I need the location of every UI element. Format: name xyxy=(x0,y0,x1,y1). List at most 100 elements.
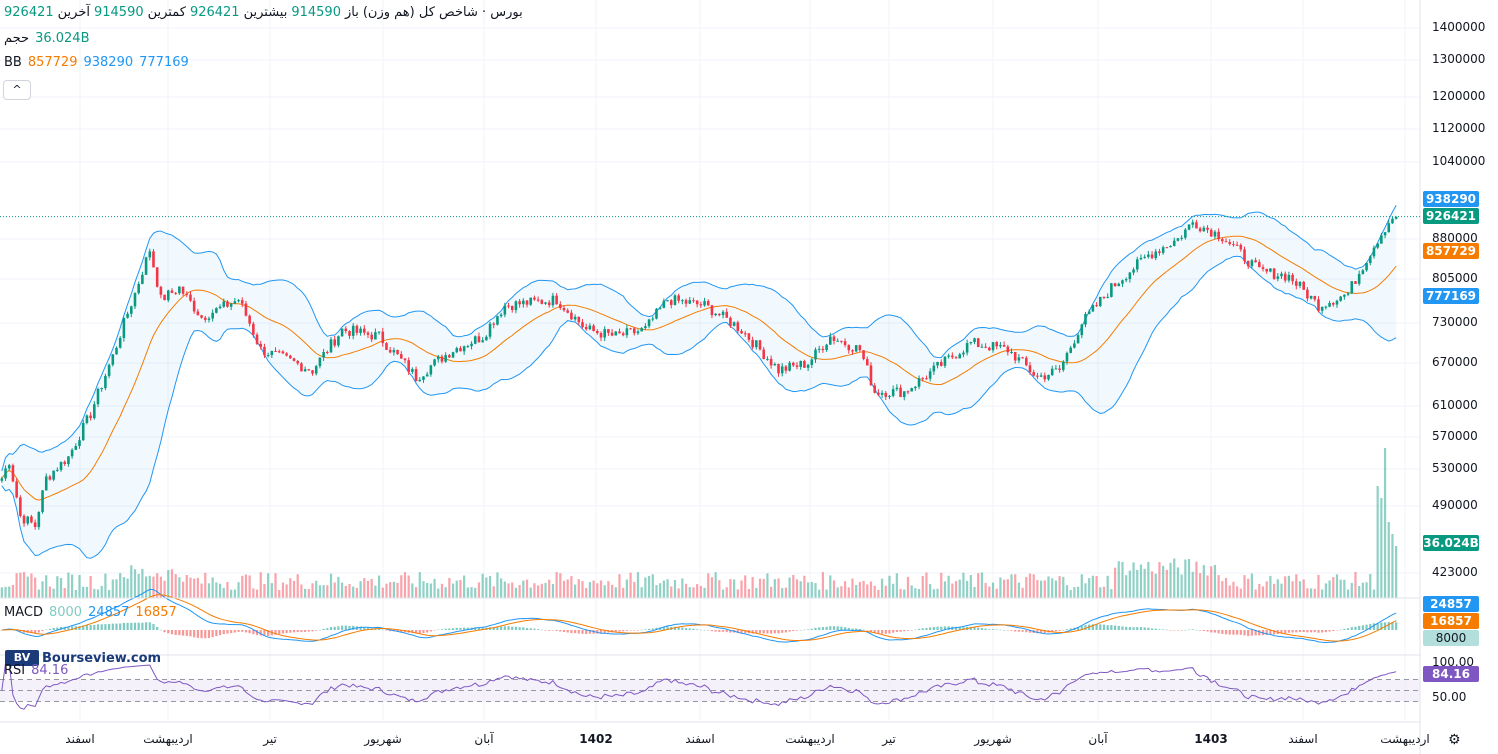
volume-bar xyxy=(1017,582,1021,598)
macd-hist-bar xyxy=(718,630,721,632)
candle-body xyxy=(984,346,987,348)
candle-body xyxy=(1339,296,1342,301)
macd-hist-bar xyxy=(233,630,236,633)
candle-body xyxy=(799,361,802,367)
macd-hist-bar xyxy=(736,630,739,633)
macd-hist-bar xyxy=(200,630,203,639)
macd-hist-bar xyxy=(866,630,869,631)
candle-body xyxy=(41,490,44,512)
price-axis-label: 1120000 xyxy=(1432,121,1486,135)
macd-hist-bar xyxy=(1113,625,1117,630)
volume-bar xyxy=(906,576,910,598)
candle-body xyxy=(751,339,754,348)
macd-hist-bar xyxy=(673,626,677,630)
candle-body xyxy=(314,366,318,374)
macd-hist-bar xyxy=(917,628,921,630)
collapse-legend-button[interactable]: ^ xyxy=(3,80,31,100)
volume-bar xyxy=(1332,577,1335,598)
macd-hist-bar xyxy=(71,626,74,630)
candle-body xyxy=(19,497,22,516)
volume-bar xyxy=(481,573,484,598)
macd-hist-bar xyxy=(973,626,976,630)
candle-body xyxy=(1050,368,1054,375)
volume-bar xyxy=(1058,576,1061,598)
volume-bar xyxy=(969,575,972,598)
candle-body xyxy=(485,336,488,341)
candle-body xyxy=(792,362,795,366)
candle-body xyxy=(1069,347,1072,353)
macd-hist-bar xyxy=(474,627,477,630)
volume-bar xyxy=(1372,589,1376,598)
macd-hist-bar xyxy=(152,624,155,630)
candle-body xyxy=(1184,229,1187,238)
macd-hist-bar xyxy=(725,630,728,633)
volume-bar xyxy=(954,581,958,598)
volume-bar xyxy=(1224,577,1228,598)
candle-body xyxy=(4,468,7,479)
macd-hist-bar xyxy=(1058,630,1061,631)
symbol-title[interactable]: بورس · شاخص کل (هم وزن) xyxy=(362,5,523,20)
volume-bar xyxy=(148,575,151,598)
volume-bar xyxy=(1232,581,1235,598)
volume-bar xyxy=(466,587,469,598)
macd-hist-bar xyxy=(914,629,917,631)
macd-hist-bar xyxy=(562,630,566,632)
macd-hist-bar xyxy=(954,626,958,630)
volume-bar xyxy=(1213,565,1217,598)
volume-bar xyxy=(111,579,114,598)
macd-hist-bar xyxy=(159,629,162,631)
volume-bar xyxy=(529,587,532,598)
macd-hist-bar xyxy=(840,626,843,630)
candle-body xyxy=(618,331,621,334)
price-axis-label: 570000 xyxy=(1432,429,1478,443)
volume-bar xyxy=(337,576,340,598)
volume-bar xyxy=(1158,562,1161,598)
volume-bar xyxy=(829,575,832,598)
volume-bar xyxy=(1313,588,1316,598)
volume-bar xyxy=(1383,448,1387,598)
macd-hist-bar xyxy=(884,630,887,634)
high-value: 926421 xyxy=(189,5,240,20)
volume-bar xyxy=(455,580,458,598)
macd-hist-bar xyxy=(1317,630,1320,633)
macd-hist-bar xyxy=(1169,630,1172,631)
volume-bar xyxy=(426,583,429,598)
macd-hist-bar xyxy=(507,626,510,630)
volume-bar xyxy=(688,587,691,598)
volume-bar xyxy=(733,579,736,598)
candle-body xyxy=(78,440,81,446)
bb-middle-line xyxy=(1,235,1397,501)
candle-body xyxy=(81,423,85,441)
candle-body xyxy=(207,318,211,320)
candle-body xyxy=(891,389,895,396)
macd-hist-bar xyxy=(1354,626,1357,630)
volume-bar xyxy=(832,580,836,598)
macd-hist-bar xyxy=(1358,625,1361,630)
candle-body xyxy=(144,257,148,275)
volume-bar xyxy=(322,585,325,598)
candle-body xyxy=(1317,299,1320,311)
macd-hist-bar xyxy=(19,630,22,632)
macd-hist-bar xyxy=(1173,630,1176,631)
volume-bar xyxy=(644,577,647,598)
open-label: باز xyxy=(344,5,359,20)
candle-body xyxy=(240,300,244,304)
candle-body xyxy=(1110,283,1113,297)
rsi-tag: 84.16 xyxy=(1423,666,1479,682)
volume-bar xyxy=(463,575,466,598)
settings-gear-icon[interactable]: ⚙ xyxy=(1448,732,1461,748)
volume-bar xyxy=(1228,585,1231,598)
volume-bar xyxy=(1195,561,1198,598)
candlesticks[interactable] xyxy=(0,216,1398,530)
candle-body xyxy=(821,348,825,351)
volume-bar xyxy=(599,580,603,598)
macd-hist-bar xyxy=(267,630,270,636)
candle-body xyxy=(629,328,632,330)
volume-bar xyxy=(1021,587,1024,598)
volume-bar xyxy=(1369,574,1372,598)
volume-bar xyxy=(170,569,174,598)
candle-body xyxy=(281,351,285,354)
macd-hist-bar xyxy=(82,625,85,630)
macd-signal-value: 16857 xyxy=(135,605,177,620)
